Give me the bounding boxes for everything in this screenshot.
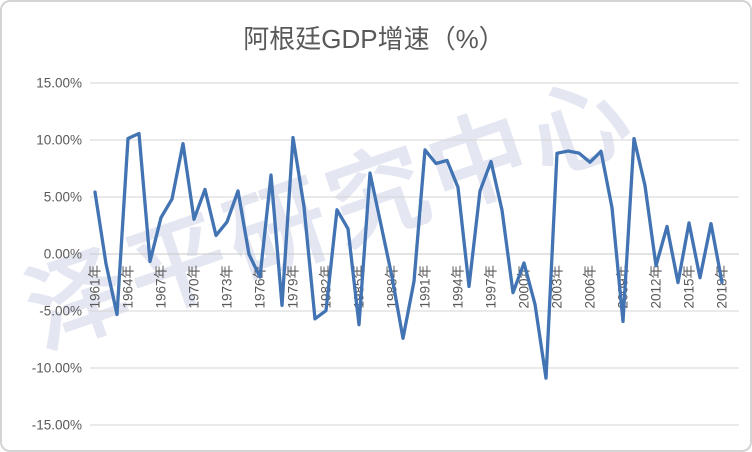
plot-layer: 15.00% 10.00% 5.00% 0.00% -5.00% -10.00% -15.0… <box>32 76 739 433</box>
x-axis-tick-label: 2006年 <box>583 265 598 309</box>
y-axis-tick-label: 10.00% <box>36 133 82 148</box>
x-axis-tick-label: 2015年 <box>682 265 697 309</box>
x-axis-tick-label: 2012年 <box>649 265 664 309</box>
y-axis-tick-label: -5.00% <box>39 304 82 319</box>
x-axis-tick-label: 2018年 <box>715 265 730 309</box>
x-axis-tick-label: 1973年 <box>220 265 235 309</box>
x-axis-tick-label: 1979年 <box>286 265 301 309</box>
gdp-growth-line-series <box>93 131 724 380</box>
x-axis-tick-label: 1970年 <box>187 265 202 309</box>
y-axis-tick-label: 15.00% <box>36 76 82 91</box>
y-axis-tick-label: -10.00% <box>32 361 82 376</box>
x-axis-tick-label: 1997年 <box>484 265 499 309</box>
x-axis-tick-label: 1964年 <box>121 265 136 309</box>
x-axis-tick-label: 1994年 <box>451 265 466 309</box>
x-axis-tick-label: 1991年 <box>418 265 433 309</box>
y-axis-tick-label: -15.00% <box>32 418 82 433</box>
y-axis-tick-label: 0.00% <box>44 247 82 262</box>
x-axis-tick-label: 1976年 <box>253 265 268 309</box>
y-axis-tick-label: 5.00% <box>44 190 82 205</box>
x-axis-tick-label: 2003年 <box>550 265 565 309</box>
x-axis-tick-label: 1967年 <box>154 265 169 309</box>
x-axis-tick-label: 1961年 <box>88 265 103 309</box>
chart-title: 阿根廷GDP增速（%） <box>243 24 504 54</box>
